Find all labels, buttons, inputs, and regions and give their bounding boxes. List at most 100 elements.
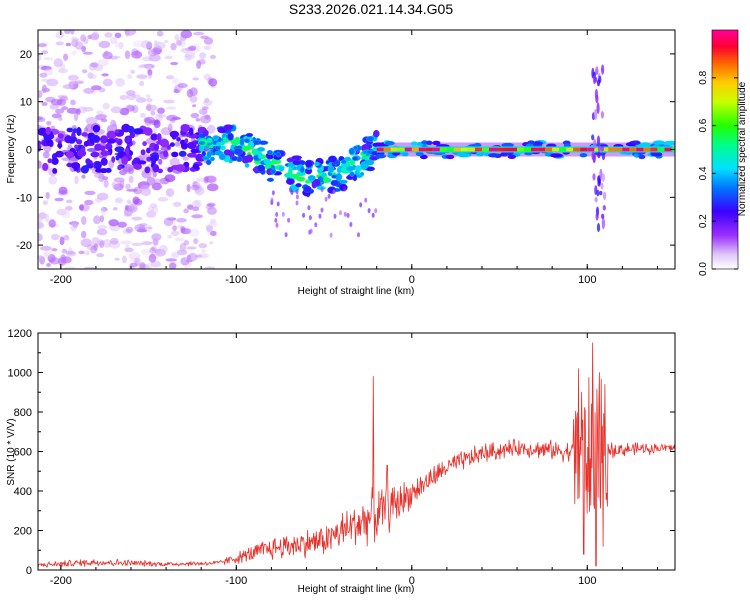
spectrogram-track-blob — [223, 124, 234, 131]
spectrogram-band-blob — [146, 147, 151, 154]
spectrogram-band-blob — [85, 158, 91, 165]
spectrogram-noise-blob — [205, 224, 214, 232]
spectrogram-track-blob — [227, 132, 234, 141]
spectrogram-stable-line-core — [524, 147, 532, 152]
spectrogram-noise-blob — [203, 73, 211, 81]
colorbar-tick-label: 0.2 — [698, 214, 709, 228]
spectrogram-band-blob — [45, 126, 52, 135]
spectrogram-track-blob — [203, 129, 209, 137]
spectrogram-noise-blob — [64, 266, 76, 269]
spectrogram-noise-blob — [127, 74, 133, 79]
spectrogram-noise-blob — [46, 263, 51, 267]
spectrogram-noise-blob — [54, 197, 64, 202]
spectrogram-disturbance-blob — [602, 205, 606, 211]
spectrogram-band-blob — [52, 168, 58, 174]
snr-y-tick-label: 200 — [14, 526, 32, 538]
snr-y-tick-label: 1200 — [8, 328, 32, 340]
spectrogram-noise-blob — [147, 69, 153, 76]
spectrogram-noise-blob — [201, 106, 209, 111]
spectrogram-band-blob — [46, 139, 54, 147]
spectrogram-stable-blob — [410, 141, 418, 146]
spectrogram-noise-blob — [76, 108, 81, 115]
spectrogram-noise-blob — [71, 50, 77, 56]
snr-x-tick-label: 100 — [578, 575, 596, 587]
spectrogram-noise-blob — [65, 250, 76, 255]
colorbar-ticks: 0.0 0.2 0.4 0.6 0.8 — [698, 70, 738, 276]
spectrogram-track-blob — [206, 150, 212, 159]
spectrogram-band-blob — [90, 134, 101, 143]
spectrogram-x-tick-label: -200 — [50, 274, 72, 286]
spectrogram-stable-blob — [487, 153, 500, 158]
spectrogram-disturbance-blob — [599, 168, 603, 180]
spectrogram-band-blob — [100, 150, 111, 156]
spectrogram-noise-blob — [167, 217, 177, 221]
spectrogram-tail-blob — [314, 222, 318, 228]
colorbar-tick-label: 0.6 — [698, 118, 709, 132]
spectrogram-noise-blob — [58, 117, 63, 121]
spectrogram-track-blob — [364, 159, 375, 166]
spectrogram-noise-blob — [38, 43, 47, 48]
spectrogram-noise-blob — [39, 72, 48, 78]
spectrogram-noise-blob — [44, 213, 50, 223]
spectrogram-noise-blob — [106, 125, 116, 132]
spectrogram-band-blob — [99, 135, 109, 144]
spectrogram-noise-blob — [74, 112, 79, 121]
spectrogram-stable-blob — [475, 152, 484, 157]
spectrogram-noise-blob — [122, 255, 127, 264]
spectrogram-disturbance-blob — [595, 212, 599, 221]
spectrogram-noise-blob — [57, 257, 67, 266]
spectrogram-noise-blob — [125, 226, 134, 233]
spectrogram-noise-blob — [198, 108, 207, 115]
spectrogram-noise-blob — [125, 188, 138, 192]
spectrogram-noise-blob — [126, 105, 135, 112]
spectrogram-tail-blob — [295, 200, 299, 206]
spectrogram-band-blob — [121, 156, 129, 165]
spectrogram-noise-blob — [56, 208, 67, 216]
spectrogram-noise-blob — [110, 106, 122, 114]
spectrogram-noise-blob — [59, 63, 66, 70]
spectrogram-track-blob — [369, 156, 378, 161]
spectrogram-stable-line-core — [650, 147, 658, 152]
spectrogram-tail-blob — [374, 208, 378, 214]
colorbar-tick-label: 0.8 — [698, 70, 709, 84]
spectrogram-x-tick-label: 100 — [578, 274, 596, 286]
spectrogram-noise-blob — [164, 174, 176, 183]
spectrogram-track-blob — [314, 161, 320, 167]
spectrogram-noise-blob — [145, 226, 153, 230]
spectrogram-noise-blob — [184, 51, 196, 60]
spectrogram-stable-line-core — [475, 147, 482, 152]
spectrogram-noise-blob — [174, 141, 181, 147]
spectrogram-noise-blob — [111, 181, 116, 188]
spectrogram-noise-blob — [152, 205, 159, 214]
spectrogram-noise-blob — [209, 54, 216, 60]
spectrogram-noise-blob — [209, 218, 216, 224]
spectrogram-noise-blob — [166, 114, 178, 121]
spectrogram-disturbance-blob — [595, 69, 599, 74]
spectrogram-band-blob — [57, 133, 64, 139]
spectrogram-noise-blob — [208, 78, 218, 87]
spectrogram-noise-blob — [134, 257, 141, 266]
snr-y-tick-label: 0 — [26, 565, 32, 577]
snr-y-axis: 0 200 400 600 800 1000 1200 — [8, 328, 675, 577]
spectrogram-noise-blob — [64, 30, 71, 35]
spectrogram-noise-blob — [187, 204, 194, 210]
spectrogram-disturbance-blob — [601, 153, 606, 161]
spectrogram-noise-blob — [43, 57, 53, 61]
spectrogram-band-blob — [95, 168, 104, 173]
spectrogram-tail-blob — [290, 190, 294, 195]
spectrogram-noise-blob — [104, 32, 113, 38]
spectrogram-noise-blob — [196, 177, 206, 183]
spectrogram-stable-blob — [421, 140, 428, 145]
spectrogram-y-tick-label: 10 — [20, 97, 32, 109]
spectrogram-band-blob — [105, 142, 113, 151]
spectrogram-noise-blob — [131, 105, 139, 114]
spectrogram-track-blob — [220, 145, 226, 151]
spectrogram-noise-blob — [122, 228, 132, 235]
spectrogram-noise-blob — [153, 40, 159, 48]
spectrogram-noise-blob — [157, 107, 165, 114]
spectrogram-track-blob — [323, 175, 329, 184]
spectrogram-stable-line-core — [390, 147, 398, 152]
spectrogram-noise-blob — [41, 84, 48, 94]
spectrogram-band-blob — [72, 128, 78, 134]
spectrogram-stable-line-core — [432, 147, 440, 152]
